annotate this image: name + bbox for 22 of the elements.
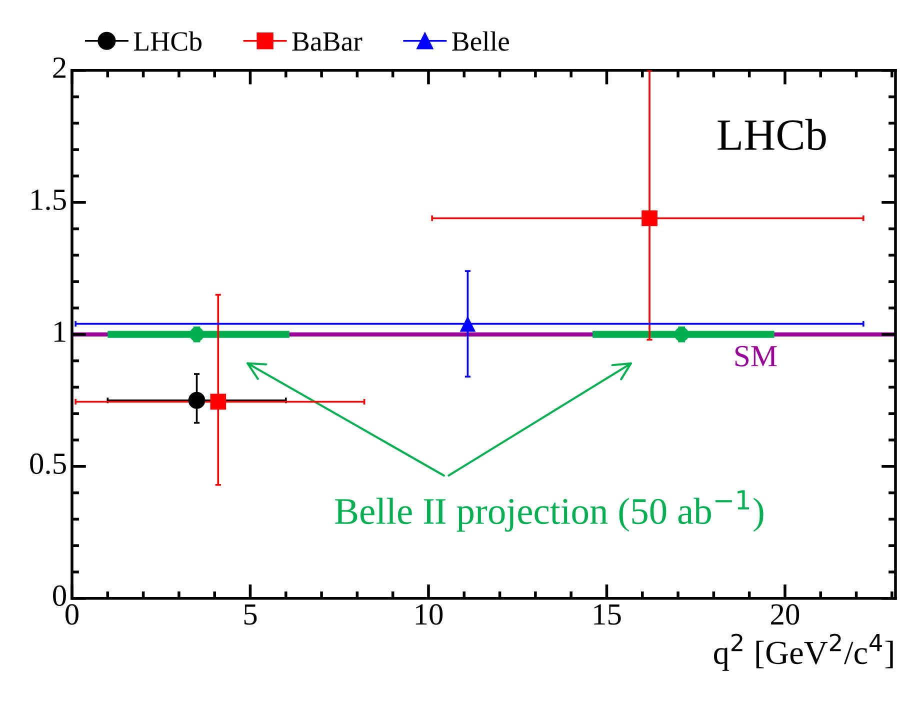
legend-label: Belle: [452, 31, 509, 51]
point: [642, 210, 658, 226]
point: [188, 392, 206, 409]
y-tick-label: 1: [54, 322, 66, 342]
point: [189, 327, 204, 342]
annotation: LHCb: [718, 118, 826, 150]
y-tick-label: 0: [53, 585, 66, 606]
x-tick-label: 20: [771, 604, 800, 625]
x-tick-label: 10: [416, 604, 443, 625]
legend-label: LHCb: [134, 31, 202, 51]
legend-label: BaBar: [292, 32, 362, 51]
x-axis-title: q$^{2}$ [GeV$^{2}$/c$^{4}$]: [714, 634, 893, 671]
y-tick-label: 1.5: [32, 190, 66, 210]
x-tick-label: 15: [594, 604, 621, 625]
text: Belle II projection (50 ab$^{−1}$): [335, 490, 764, 532]
point: [460, 316, 476, 332]
y-tick-label: 0.5: [30, 453, 66, 474]
x-tick-label: 5: [244, 604, 257, 625]
point: [674, 327, 689, 342]
ref-line-label: SM: [735, 346, 777, 366]
point: [210, 394, 226, 410]
y-tick-label: 2: [53, 58, 66, 78]
